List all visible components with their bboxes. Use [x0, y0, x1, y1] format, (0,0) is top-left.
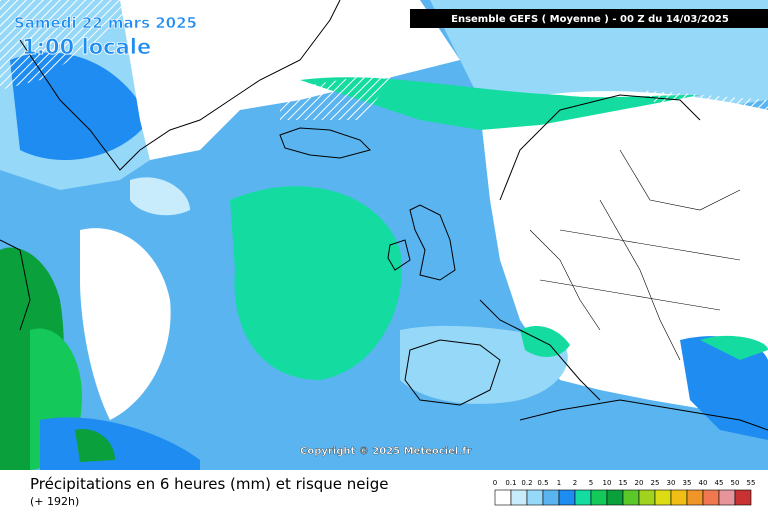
legend-label: 10 [603, 479, 612, 487]
legend-label: 15 [619, 479, 628, 487]
legend-label: 50 [731, 479, 740, 487]
legend-swatch [526, 489, 544, 506]
legend-label: 40 [699, 479, 708, 487]
legend-swatch [542, 489, 560, 506]
legend-swatch [494, 489, 512, 506]
legend-swatch [718, 489, 736, 506]
run-info: Ensemble GEFS ( Moyenne ) - 00 Z du 14/0… [451, 14, 729, 25]
legend-label: 20 [635, 479, 644, 487]
lead-time: (+ 192h) [30, 495, 79, 508]
legend-swatch [574, 489, 592, 506]
time-label: 1:00 locale [22, 35, 151, 59]
legend-swatch [590, 489, 608, 506]
legend-swatch [510, 489, 528, 506]
precip-field [0, 0, 768, 470]
legend-swatch [702, 489, 720, 506]
legend-label: 0 [493, 479, 497, 487]
legend-label: 1 [557, 479, 561, 487]
legend-label: 45 [715, 479, 724, 487]
legend-label: 2 [573, 479, 577, 487]
legend-swatch [686, 489, 704, 506]
legend-swatch [734, 489, 752, 506]
legend-label: 5 [589, 479, 593, 487]
legend-swatch [670, 489, 688, 506]
legend-label: 30 [667, 479, 676, 487]
legend-label: 0.1 [505, 479, 516, 487]
legend-label: 35 [683, 479, 692, 487]
legend-label: 55 [747, 479, 756, 487]
legend-label: 25 [651, 479, 660, 487]
legend-swatch [622, 489, 640, 506]
caption: Précipitations en 6 heures (mm) et risqu… [30, 475, 388, 493]
legend-swatch [558, 489, 576, 506]
legend: 0 0.1 0.2 0.5 1 2 5 10 15 20 25 30 35 40 45 50 55 [493, 479, 756, 506]
coastlines [0, 0, 768, 431]
legend-swatch [638, 489, 656, 506]
legend-label: 0.2 [521, 479, 532, 487]
borders [529, 149, 741, 361]
legend-swatch [654, 489, 672, 506]
legend-label: 0.5 [537, 479, 548, 487]
date-label: Samedi 22 mars 2025 [14, 14, 197, 32]
legend-swatch [606, 489, 624, 506]
run-banner [410, 9, 768, 28]
copyright: Copyright © 2025 Meteociel.fr [300, 446, 471, 457]
